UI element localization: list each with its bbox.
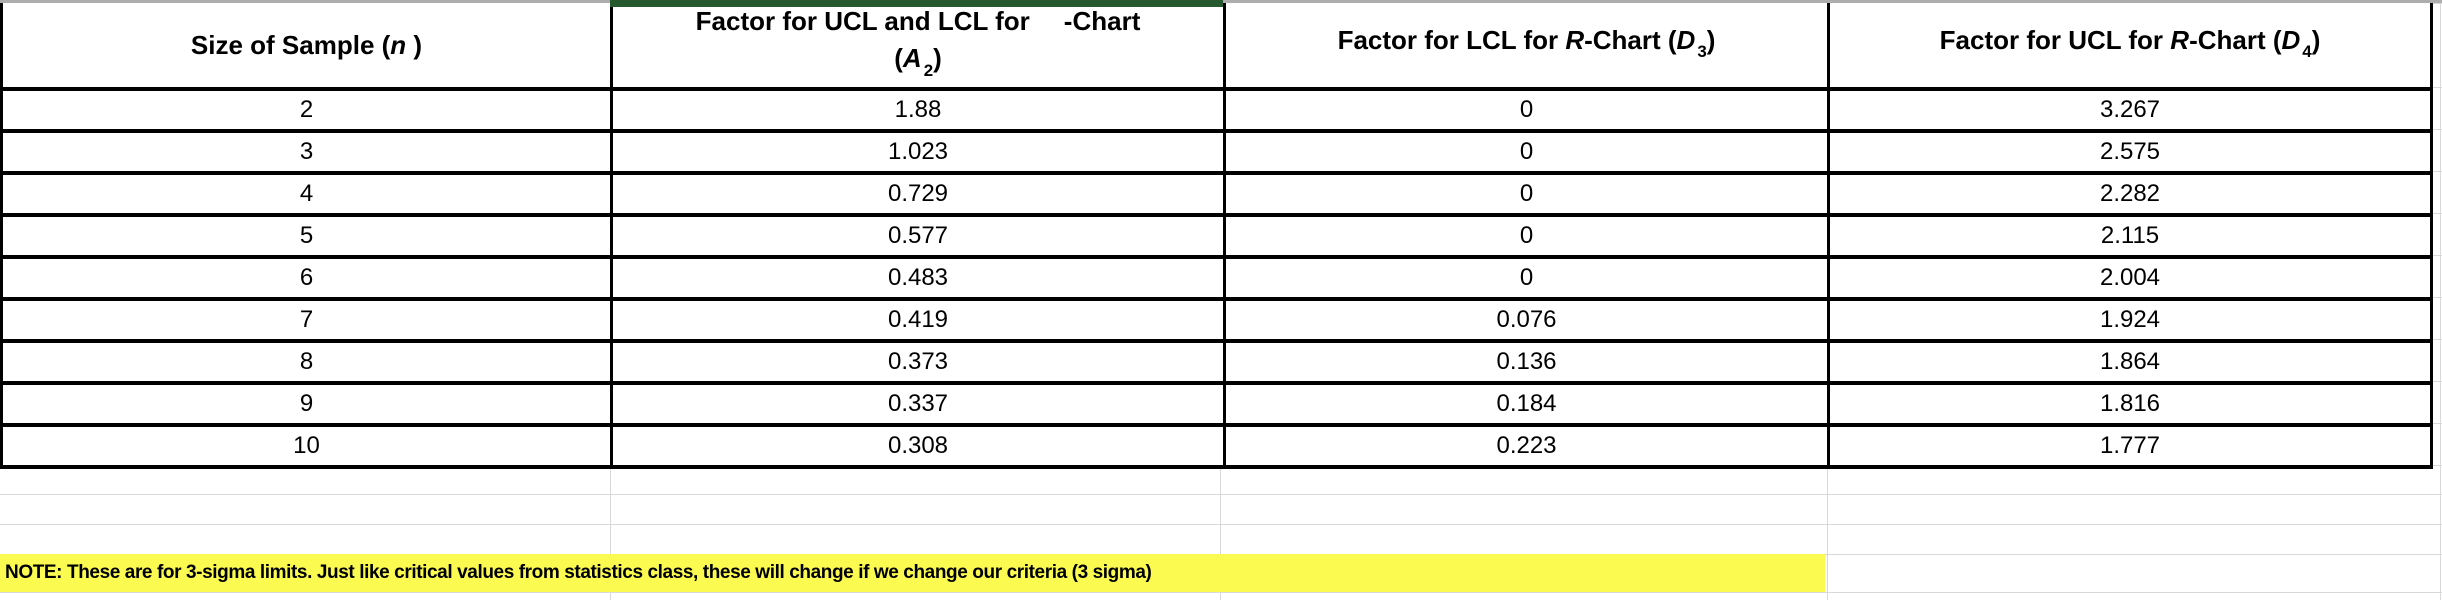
table-row: 5 0.577 0 2.115 <box>0 213 2433 259</box>
cell-a2[interactable]: 0.419 <box>610 297 1226 343</box>
cell-d4[interactable]: 2.575 <box>1827 129 2433 175</box>
cell-d3[interactable]: 0 <box>1223 129 1830 175</box>
gridline-vertical <box>1827 466 1828 600</box>
gridline-vertical <box>610 466 611 600</box>
gridline-horizontal <box>0 592 2442 593</box>
cell-d3[interactable]: 0 <box>1223 213 1830 259</box>
header-text: -Chart <box>1063 6 1141 37</box>
cell-a2[interactable]: 0.483 <box>610 255 1226 301</box>
cell-d4[interactable]: 3.267 <box>1827 87 2433 133</box>
gridline-vertical <box>1220 466 1221 600</box>
symbol-italic: D <box>2281 24 2301 55</box>
cell-n[interactable]: 3 <box>0 129 613 175</box>
cell-d4[interactable]: 2.115 <box>1827 213 2433 259</box>
table-body: 2 1.88 0 3.267 3 1.023 0 2.575 4 0.729 0 2.282 5 0.57… <box>0 87 2433 469</box>
control-chart-factors-table: Size of Sample (n ) Factor for UCL and LC… <box>0 3 2433 469</box>
cell-d4[interactable]: 1.864 <box>1827 339 2433 385</box>
symbol-italic: n <box>390 29 407 60</box>
subscript: 4 <box>2302 42 2312 62</box>
header-text: Factor for UCL and LCL for <box>695 6 1030 37</box>
cell-d4[interactable]: 1.777 <box>1827 423 2433 469</box>
header-cell-d4[interactable]: Factor for UCL for R-Chart (D 4) <box>1827 3 2433 91</box>
gridline-vertical <box>2440 0 2441 600</box>
header-row: Size of Sample (n ) Factor for UCL and LC… <box>0 3 2433 91</box>
cell-a2[interactable]: 0.308 <box>610 423 1226 469</box>
header-cell-d3[interactable]: Factor for LCL for R-Chart (D 3) <box>1223 3 1830 91</box>
cell-d3[interactable]: 0 <box>1223 171 1830 217</box>
table-row: 6 0.483 0 2.004 <box>0 255 2433 301</box>
cell-d3[interactable]: 0.184 <box>1223 381 1830 427</box>
table-row: 8 0.373 0.136 1.864 <box>0 339 2433 385</box>
table-row: 2 1.88 0 3.267 <box>0 87 2433 133</box>
cell-a2[interactable]: 0.577 <box>610 213 1226 259</box>
header-text: Factor for UCL for <box>1939 24 2171 55</box>
cell-d4[interactable]: 2.004 <box>1827 255 2433 301</box>
symbol-italic: R <box>2170 24 2190 55</box>
cell-d3[interactable]: 0.223 <box>1223 423 1830 469</box>
cell-d3[interactable]: 0.076 <box>1223 297 1830 343</box>
header-text: -Chart ( <box>2189 24 2282 55</box>
cell-a2[interactable]: 0.373 <box>610 339 1226 385</box>
cell-d3[interactable]: 0 <box>1223 87 1830 133</box>
header-cell-n[interactable]: Size of Sample (n ) <box>0 3 613 91</box>
cell-d4[interactable]: 1.816 <box>1827 381 2433 427</box>
cell-n[interactable]: 9 <box>0 381 613 427</box>
cell-a2[interactable]: 1.023 <box>610 129 1226 175</box>
cell-n[interactable]: 5 <box>0 213 613 259</box>
cell-d3[interactable]: 0.136 <box>1223 339 1830 385</box>
header-text: Size of Sample ( <box>190 29 391 60</box>
table-row: 4 0.729 0 2.282 <box>0 171 2433 217</box>
gridline-horizontal <box>0 494 2442 495</box>
table-row: 9 0.337 0.184 1.816 <box>0 381 2433 427</box>
cell-n[interactable]: 8 <box>0 339 613 385</box>
cell-a2[interactable]: 1.88 <box>610 87 1226 133</box>
cell-n[interactable]: 6 <box>0 255 613 301</box>
table-row: 7 0.419 0.076 1.924 <box>0 297 2433 343</box>
cell-a2[interactable]: 0.337 <box>610 381 1226 427</box>
cell-d3[interactable]: 0 <box>1223 255 1830 301</box>
header-text: -Chart ( <box>1584 24 1677 55</box>
gridline-horizontal <box>0 524 2442 525</box>
green-selection-border <box>610 0 1223 7</box>
header-text: Factor for LCL for <box>1337 24 1566 55</box>
header-text: ) <box>406 29 423 60</box>
cell-d4[interactable]: 2.282 <box>1827 171 2433 217</box>
symbol-italic: D <box>1676 24 1696 55</box>
cell-n[interactable]: 10 <box>0 423 613 469</box>
symbol-italic: A <box>902 43 922 74</box>
note-text: NOTE: These are for 3-sigma limits. Just… <box>5 562 1152 583</box>
note-cell[interactable]: NOTE: These are for 3-sigma limits. Just… <box>0 554 1825 592</box>
symbol-italic: R <box>1565 24 1585 55</box>
header-text: ) <box>2311 24 2321 55</box>
subscript: 2 <box>923 60 934 80</box>
header-text: ( <box>894 43 903 74</box>
cell-n[interactable]: 4 <box>0 171 613 217</box>
cell-d4[interactable]: 1.924 <box>1827 297 2433 343</box>
cell-n[interactable]: 7 <box>0 297 613 343</box>
header-cell-a2[interactable]: Factor for UCL and LCL for -Chart (A 2) <box>610 3 1226 91</box>
gridline-horizontal <box>1825 554 2442 555</box>
header-text: ) <box>933 43 942 74</box>
header-text: ) <box>1706 24 1716 55</box>
table-row: 10 0.308 0.223 1.777 <box>0 423 2433 469</box>
subscript: 3 <box>1697 42 1707 62</box>
cell-a2[interactable]: 0.729 <box>610 171 1226 217</box>
table-row: 3 1.023 0 2.575 <box>0 129 2433 175</box>
cell-n[interactable]: 2 <box>0 87 613 133</box>
